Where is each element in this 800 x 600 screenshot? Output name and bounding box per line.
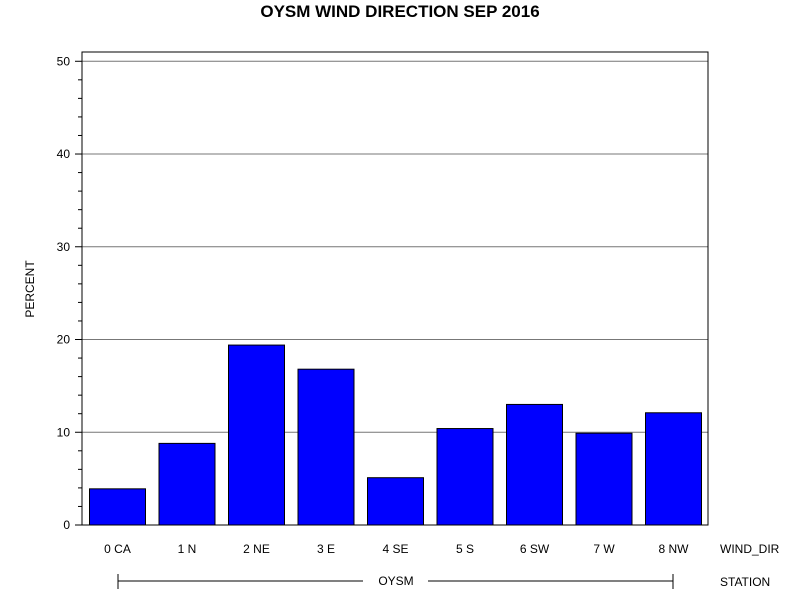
x-tick-label-0-ca: 0 CA — [104, 542, 131, 556]
bar-8-nw — [645, 412, 702, 526]
x-axis: 0 CA 1 N 2 NE 3 E 4 SE 5 S 6 SW 7 W 8 NW — [104, 542, 689, 556]
bar-4-se — [367, 477, 424, 526]
bar-1-n — [158, 442, 216, 526]
x-tick-label-1-n: 1 N — [178, 542, 197, 556]
x-tick-label-2-ne: 2 NE — [243, 542, 270, 556]
x-tick-label-4-se: 4 SE — [382, 542, 408, 556]
bar-3-e — [297, 368, 355, 526]
gridlines — [82, 60, 708, 433]
y-axis: 0 10 20 30 40 50 — [57, 54, 82, 532]
y-tick-label-40: 40 — [57, 147, 71, 161]
bar-7-w — [575, 432, 633, 526]
chart-title: OYSM WIND DIRECTION SEP 2016 — [260, 2, 539, 21]
x-tick-label-7-w: 7 W — [593, 542, 615, 556]
y-tick-label-20: 20 — [57, 333, 71, 347]
x-tick-label-5-s: 5 S — [456, 542, 474, 556]
y-tick-label-0: 0 — [63, 518, 70, 532]
bar-0-ca — [89, 488, 146, 526]
x-axis-title: WIND_DIR — [720, 542, 780, 556]
bar-6-sw — [506, 403, 563, 526]
x-tick-label-8-nw: 8 NW — [659, 542, 690, 556]
plot-frame — [81, 51, 709, 526]
x-tick-label-6-sw: 6 SW — [520, 542, 550, 556]
bar-2-ne — [228, 344, 285, 526]
y-axis-title: PERCENT — [23, 260, 37, 318]
station-group-label: OYSM — [378, 574, 413, 588]
y-tick-label-50: 50 — [57, 54, 71, 68]
y-tick-label-10: 10 — [57, 425, 71, 439]
station-axis-title: STATION — [720, 575, 770, 589]
bar-5-s — [436, 428, 494, 526]
x-tick-label-3-e: 3 E — [317, 542, 335, 556]
bars — [89, 344, 702, 526]
y-tick-label-30: 30 — [57, 240, 71, 254]
station-group-axis: OYSM — [117, 574, 674, 589]
